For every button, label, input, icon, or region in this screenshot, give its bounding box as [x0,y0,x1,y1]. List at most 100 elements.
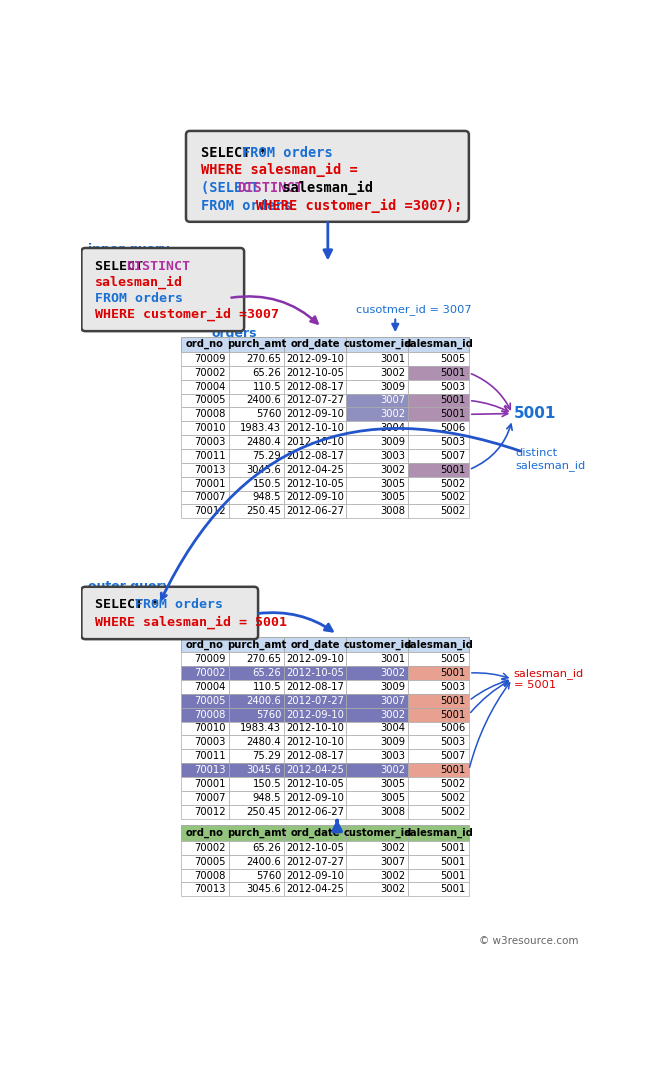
Bar [229,337,284,352]
Bar [180,491,229,505]
Text: ord_date: ord_date [291,639,340,650]
Text: 65.26: 65.26 [253,368,281,377]
Text: 2012-09-10: 2012-09-10 [286,492,344,503]
Bar [284,825,346,840]
Text: 70009: 70009 [194,654,225,665]
Text: 3045.6: 3045.6 [247,465,281,475]
Bar [346,777,408,791]
Bar [229,777,284,791]
Bar [408,825,469,840]
Text: 2012-07-27: 2012-07-27 [286,696,344,705]
Text: 5002: 5002 [441,793,465,803]
Bar [408,379,469,393]
Bar [180,449,229,463]
Text: 5001: 5001 [441,410,465,419]
Text: 1983.43: 1983.43 [240,423,281,433]
Bar [284,421,346,435]
Text: 5006: 5006 [441,724,465,733]
Text: ord_date: ord_date [291,339,340,349]
Bar [346,854,408,868]
Text: 3008: 3008 [380,506,406,517]
Text: 3007: 3007 [380,696,406,705]
Bar [180,337,229,352]
Bar [346,463,408,477]
Bar [346,805,408,819]
Text: 3008: 3008 [380,806,406,817]
Bar [284,763,346,777]
Text: 5001: 5001 [441,870,465,880]
Bar [180,763,229,777]
Text: ord_no: ord_no [186,828,223,838]
Text: 3002: 3002 [380,765,406,775]
Bar [408,449,469,463]
Text: 110.5: 110.5 [253,382,281,391]
Bar [408,637,469,652]
FancyBboxPatch shape [186,131,469,222]
Bar [180,882,229,896]
Text: 2400.6: 2400.6 [247,696,281,705]
Bar [180,505,229,518]
Text: salesman_id: salesman_id [404,639,473,650]
Text: 75.29: 75.29 [253,751,281,761]
Text: 70008: 70008 [194,410,225,419]
Text: 2012-07-27: 2012-07-27 [286,396,344,405]
Text: 2012-07-27: 2012-07-27 [286,857,344,866]
Text: 70008: 70008 [194,870,225,880]
Bar [408,352,469,366]
Text: 5760: 5760 [256,710,281,719]
Bar [346,491,408,505]
Bar [229,463,284,477]
Bar [229,763,284,777]
Bar [346,791,408,805]
Text: 70013: 70013 [194,884,225,894]
Text: DISTINCT: DISTINCT [238,181,303,195]
Bar [408,680,469,694]
Text: 5003: 5003 [441,682,465,691]
Text: 5002: 5002 [441,779,465,789]
Bar [229,882,284,896]
Text: 5001: 5001 [441,710,465,719]
Bar [408,652,469,666]
Text: 150.5: 150.5 [253,779,281,789]
Bar [346,882,408,896]
Text: ord_date: ord_date [291,828,340,838]
Bar [346,840,408,854]
Text: orders: orders [212,327,257,340]
Text: inner query: inner query [88,242,169,255]
Bar [284,868,346,882]
Bar [180,840,229,854]
Text: 3045.6: 3045.6 [247,884,281,894]
Text: 270.65: 270.65 [246,354,281,363]
Text: 2012-09-10: 2012-09-10 [286,410,344,419]
Text: 3004: 3004 [380,423,406,433]
Bar [408,708,469,721]
Text: 3002: 3002 [380,843,406,853]
Bar [284,505,346,518]
Bar [180,393,229,407]
Bar [229,393,284,407]
Text: 2012-10-05: 2012-10-05 [286,478,344,489]
Bar [180,379,229,393]
Bar [180,463,229,477]
Text: 3005: 3005 [380,779,406,789]
Bar [346,352,408,366]
Bar [229,407,284,421]
Bar [180,652,229,666]
Bar [284,694,346,708]
Bar [346,763,408,777]
Bar [229,352,284,366]
Bar [180,477,229,491]
Text: 948.5: 948.5 [253,793,281,803]
Text: 2012-10-10: 2012-10-10 [286,724,344,733]
Text: salesman_id
= 5001: salesman_id = 5001 [514,668,584,690]
Bar [180,805,229,819]
Bar [180,407,229,421]
Text: DISTINCT: DISTINCT [126,259,189,272]
Text: salesman_id: salesman_id [404,339,473,349]
Text: salesman_id: salesman_id [404,828,473,838]
Text: distinct
salesman_id: distinct salesman_id [516,448,586,471]
Bar [408,777,469,791]
Text: 3005: 3005 [380,478,406,489]
Text: 2012-08-17: 2012-08-17 [286,382,344,391]
Text: 150.5: 150.5 [253,478,281,489]
